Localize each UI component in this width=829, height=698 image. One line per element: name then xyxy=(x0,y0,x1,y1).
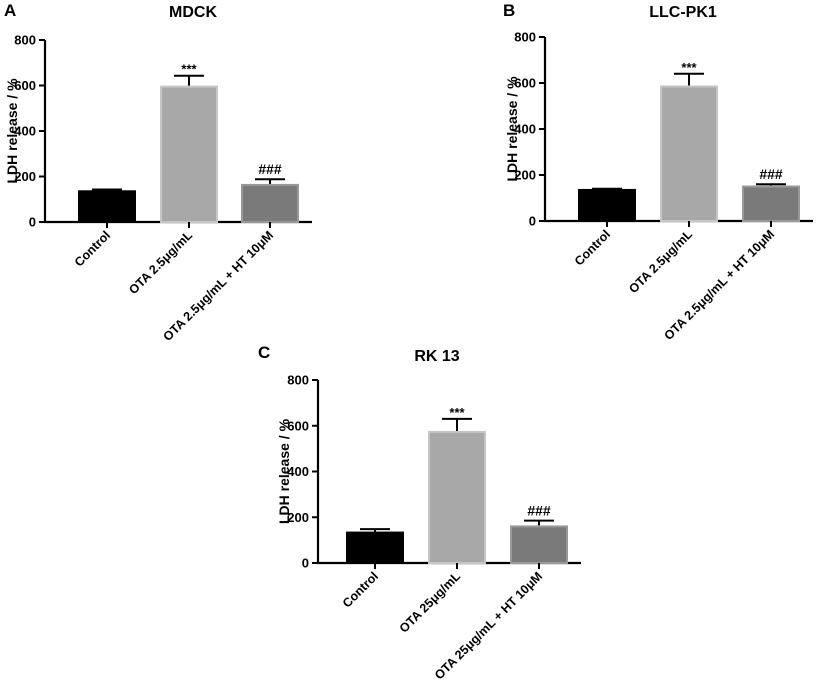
y-tick-label: 800 xyxy=(14,33,36,48)
y-axis-label: LDH release / % xyxy=(504,76,520,182)
y-tick-label: 400 xyxy=(14,124,36,139)
x-tick-label: Control xyxy=(340,569,381,610)
panel-letter: A xyxy=(4,1,16,20)
y-tick-label: 200 xyxy=(14,169,36,184)
chart-title: LLC-PK1 xyxy=(649,4,717,21)
y-tick-label: 0 xyxy=(302,556,309,571)
significance-label: *** xyxy=(449,405,465,420)
bar xyxy=(510,525,568,565)
y-axis-label: LDH release / % xyxy=(4,78,20,184)
y-tick-label: 0 xyxy=(529,214,536,229)
y-tick-label: 200 xyxy=(514,168,536,183)
y-tick-label: 400 xyxy=(514,122,536,137)
y-tick-label: 600 xyxy=(514,76,536,91)
bar xyxy=(660,85,718,222)
bar xyxy=(346,531,404,564)
significance-label: ### xyxy=(258,161,282,177)
y-tick-label: 800 xyxy=(287,373,309,388)
significance-label: ### xyxy=(759,166,783,182)
x-tick-label: Control xyxy=(572,227,613,268)
y-tick-label: 600 xyxy=(287,418,309,433)
x-tick-label: Control xyxy=(72,228,113,269)
bar xyxy=(428,430,486,564)
bar xyxy=(160,85,218,223)
x-tick-label: OTA 2.5μg/mL xyxy=(626,227,695,296)
significance-label: *** xyxy=(681,60,697,75)
chart-title: RK 13 xyxy=(414,348,459,365)
y-tick-label: 0 xyxy=(29,215,36,230)
y-tick-label: 800 xyxy=(514,30,536,45)
bar xyxy=(742,185,800,222)
y-axis-label: LDH release / % xyxy=(276,418,292,524)
y-tick-label: 200 xyxy=(287,510,309,525)
bar xyxy=(578,188,636,222)
bar xyxy=(78,190,136,224)
x-tick-label: OTA 2.5μg/mL xyxy=(126,228,195,297)
chart-panel-b: B LLC-PK1 0 200 400 600 800 LDH release / % Cont… xyxy=(503,1,813,343)
x-tick-label: OTA 25μg/mL xyxy=(397,569,464,636)
significance-label: *** xyxy=(181,62,197,77)
chart-panel-a: A MDCK 0 200 400 600 800 LDH release / % Control… xyxy=(4,1,312,344)
y-tick-label: 400 xyxy=(287,464,309,479)
panel-letter: C xyxy=(258,343,270,362)
significance-label: ### xyxy=(527,503,551,519)
chart-title: MDCK xyxy=(169,4,217,21)
y-tick-label: 600 xyxy=(14,78,36,93)
panel-letter: B xyxy=(503,1,515,20)
chart-panel-c: C RK 13 0 200 400 600 800 LDH release / % Contro… xyxy=(258,343,581,682)
bar xyxy=(241,183,299,223)
